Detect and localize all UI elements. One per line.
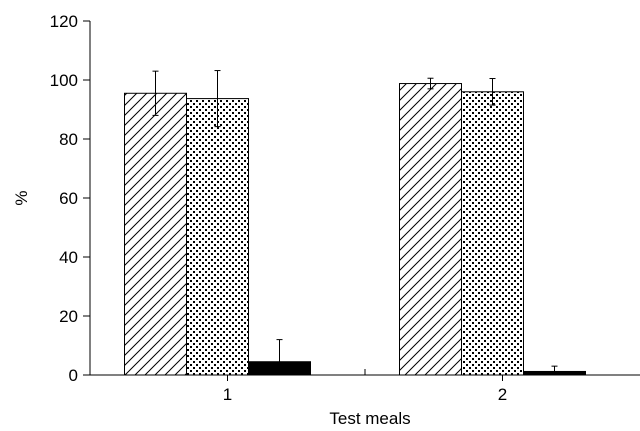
y-tick-label: 40 <box>59 248 78 267</box>
bar <box>399 83 462 376</box>
x-tick-label: 1 <box>223 385 232 404</box>
axis-labels: Test meals % <box>12 190 411 428</box>
bar <box>124 92 187 376</box>
y-tick-label: 60 <box>59 189 78 208</box>
axes: 0 20 40 60 80 100 120 1 2 <box>50 12 640 404</box>
bars <box>124 70 586 376</box>
y-tick-label: 80 <box>59 130 78 149</box>
y-axis-title: % <box>12 190 31 205</box>
bar <box>186 98 249 376</box>
x-axis-title: Test meals <box>329 409 410 428</box>
y-tick-label: 120 <box>50 12 78 31</box>
y-tick-label: 100 <box>50 71 78 90</box>
x-tick-label: 2 <box>498 385 507 404</box>
y-tick-label: 20 <box>59 307 78 326</box>
bar <box>461 91 524 376</box>
y-tick-label: 0 <box>69 366 78 385</box>
